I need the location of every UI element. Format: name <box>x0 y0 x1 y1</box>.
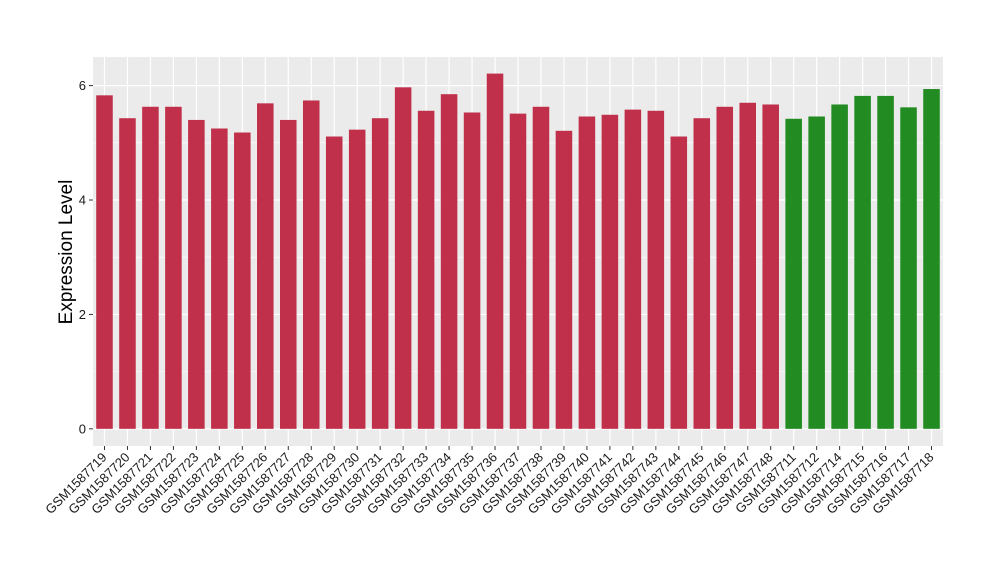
y-tick-label: 0 <box>79 421 86 436</box>
bar <box>165 106 182 429</box>
y-axis-title: Expression Level <box>56 180 77 325</box>
bar <box>900 107 917 429</box>
bar <box>188 119 205 429</box>
y-axis: 0 2 4 6 <box>79 78 93 436</box>
bar <box>854 95 871 429</box>
bar <box>509 113 527 429</box>
bar <box>371 118 389 429</box>
bar <box>325 136 343 429</box>
bar <box>257 103 274 429</box>
bar <box>762 104 779 429</box>
bar <box>211 128 228 429</box>
bar <box>624 109 642 429</box>
bar <box>302 100 320 429</box>
bar <box>647 110 665 429</box>
bar <box>440 94 458 429</box>
bar <box>831 104 848 429</box>
bar <box>119 118 136 429</box>
bar <box>555 130 573 429</box>
bar <box>923 89 940 429</box>
bar <box>142 106 159 429</box>
bar <box>785 118 802 429</box>
bar <box>578 116 596 429</box>
bar <box>463 112 481 429</box>
bar <box>348 129 366 429</box>
bar <box>670 136 688 429</box>
bar <box>394 87 412 429</box>
bar <box>693 118 711 429</box>
x-axis: GSM1587719GSM1587720GSM1587721GSM1587722… <box>42 446 937 517</box>
bar <box>739 102 756 429</box>
bar <box>417 110 435 429</box>
bar <box>532 106 550 429</box>
y-tick-label: 2 <box>79 307 86 322</box>
bar <box>716 106 734 429</box>
bar <box>280 119 297 429</box>
y-tick-label: 6 <box>79 78 86 93</box>
bar <box>96 95 113 429</box>
bar <box>486 73 504 429</box>
bar <box>234 132 251 429</box>
bar <box>877 95 894 429</box>
bar <box>808 116 825 429</box>
bar <box>601 114 619 429</box>
bars <box>96 73 940 429</box>
y-tick-label: 4 <box>79 193 86 208</box>
